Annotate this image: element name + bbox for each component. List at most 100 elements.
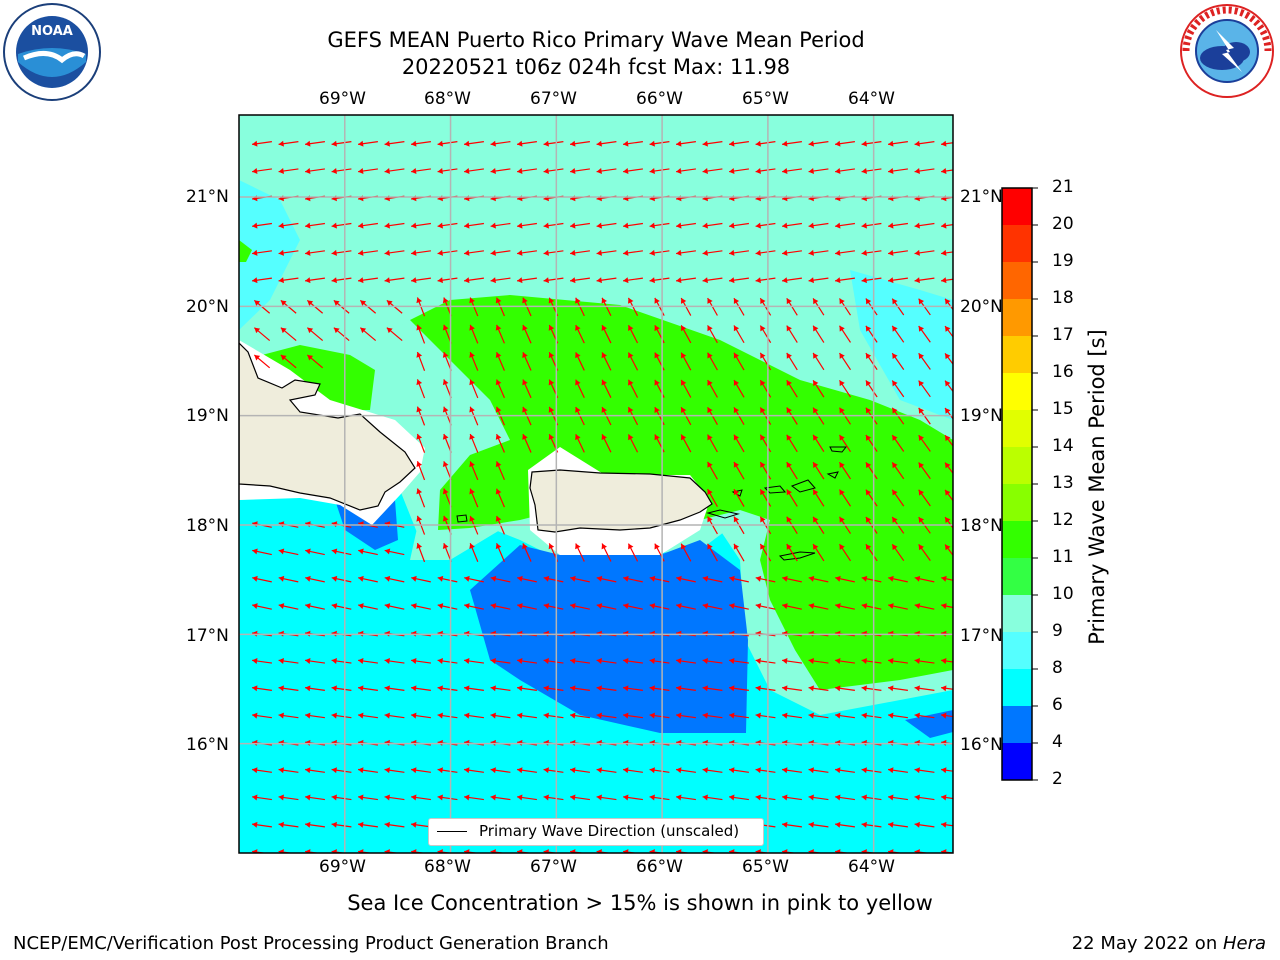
wave-arrow: [570, 222, 590, 229]
wave-arrow: [861, 277, 882, 284]
wave-arrow: [865, 461, 878, 480]
wave-arrow: [707, 434, 718, 453]
virgin-gorda-island: [826, 471, 839, 479]
wave-arrow: [676, 277, 696, 284]
colorbar-segment: [1002, 484, 1032, 522]
wave-arrow: [278, 658, 299, 664]
wave-arrow: [575, 434, 585, 453]
wave-arrow: [729, 222, 749, 229]
wave-arrow: [808, 767, 829, 774]
field-period-11-west: [262, 345, 375, 410]
wave-arrow: [543, 603, 564, 610]
wave-arrow: [359, 327, 377, 341]
wave-arrow: [384, 821, 405, 828]
wave-arrow: [464, 277, 484, 284]
wave-arrow: [914, 168, 935, 174]
wave-arrow: [358, 140, 378, 147]
wave-arrow: [918, 489, 931, 507]
wave-arrow: [384, 249, 405, 256]
wave-arrow: [914, 603, 935, 610]
colorbar-tick-label: 18: [1052, 288, 1074, 308]
wave-arrow: [252, 277, 272, 284]
wave-arrow: [702, 712, 723, 719]
wave-arrow: [676, 222, 696, 229]
wave-arrow: [495, 543, 505, 562]
wave-arrow: [941, 575, 953, 582]
wave-arrow: [596, 277, 617, 284]
wave-arrow: [464, 575, 484, 583]
wave-arrow: [305, 685, 325, 692]
wave-arrow: [252, 685, 272, 692]
wave-arrow: [861, 712, 882, 719]
wave-arrow: [464, 685, 484, 692]
wave-arrow: [252, 821, 272, 828]
wave-arrow: [702, 277, 723, 284]
wave-arrow: [469, 543, 479, 562]
lon-label-bottom-68: 68°W: [424, 857, 471, 877]
wave-arrow: [835, 140, 855, 147]
wave-arrow: [808, 277, 829, 284]
wave-arrow: [891, 325, 905, 343]
wave-arrow: [676, 168, 696, 174]
lon-label-top-66: 66°W: [636, 89, 683, 109]
wave-arrow: [517, 140, 537, 147]
wave-arrow: [331, 821, 352, 828]
anegada-island: [829, 446, 848, 453]
colorbar-tick-label: 17: [1052, 325, 1074, 345]
colorbar-tick-label: 14: [1052, 436, 1074, 456]
wave-arrow: [861, 222, 882, 229]
wave-arrow: [729, 277, 749, 284]
lat-label-right-18: 18°N: [960, 516, 1003, 536]
wave-arrow: [596, 794, 617, 801]
wave-arrow: [416, 488, 426, 508]
wave-arrow: [416, 351, 426, 371]
wave-arrow: [469, 433, 479, 453]
wave-arrow: [358, 603, 378, 610]
wave-arrow: [733, 325, 745, 344]
lon-label-top-64: 64°W: [848, 89, 895, 109]
wave-arrow: [729, 168, 749, 174]
wave-arrow: [941, 821, 953, 828]
wave-arrow: [331, 658, 352, 664]
wave-arrow: [543, 277, 564, 284]
wave-arrow: [835, 168, 855, 174]
wave-arrow: [623, 603, 643, 610]
wave-arrow: [252, 767, 272, 774]
wave-arrow: [702, 685, 723, 692]
wave-arrow: [464, 712, 484, 719]
wave-arrow: [888, 222, 908, 229]
wave-arrow: [861, 140, 882, 147]
wave-arrow: [464, 140, 484, 147]
wave-arrow: [384, 575, 405, 583]
wave-arrow: [835, 794, 855, 801]
lat-label-right-17: 17°N: [960, 626, 1003, 646]
wave-arrow: [914, 575, 935, 583]
colorbar-tick-label: 4: [1052, 732, 1063, 752]
wave-arrow: [437, 168, 458, 174]
wave-arrow: [888, 712, 908, 719]
wave-arrow: [702, 168, 723, 174]
wave-arrow: [865, 489, 878, 507]
wave-arrow: [944, 462, 953, 475]
wave-arrow: [891, 489, 905, 507]
wave-arrow: [331, 140, 352, 147]
wave-arrow: [517, 603, 537, 610]
wave-arrow: [914, 277, 935, 284]
wave-arrow: [411, 575, 431, 583]
wave-arrow: [411, 222, 431, 229]
wave-arrow: [305, 222, 325, 229]
wave-arrow: [543, 658, 564, 664]
colorbar-label: Primary Wave Mean Period [s]: [1085, 329, 1109, 645]
wave-arrow: [495, 324, 505, 344]
wave-arrow: [517, 658, 537, 664]
wave-arrow: [755, 603, 776, 610]
field-period-9-east: [850, 270, 953, 420]
wave-arrow: [305, 249, 325, 256]
wave-arrow: [786, 379, 798, 398]
wave-arrow: [601, 543, 612, 562]
colorbar-segment: [1002, 336, 1032, 374]
wave-arrow: [812, 543, 825, 562]
wave-arrow: [570, 168, 590, 174]
wave-arrow: [733, 379, 745, 398]
wave-arrow: [729, 794, 749, 801]
